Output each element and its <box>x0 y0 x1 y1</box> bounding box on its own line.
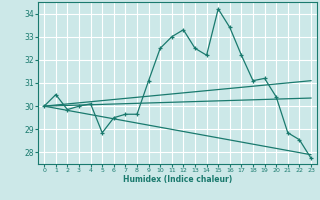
X-axis label: Humidex (Indice chaleur): Humidex (Indice chaleur) <box>123 175 232 184</box>
